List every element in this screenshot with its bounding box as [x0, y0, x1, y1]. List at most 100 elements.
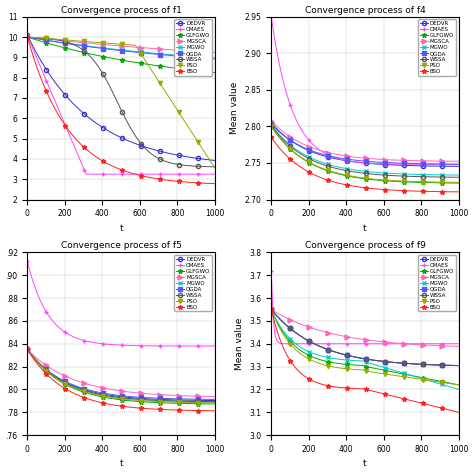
DEDVR — [365, 356, 371, 362]
GLFGWO — [25, 346, 30, 352]
DEDVR — [212, 158, 218, 164]
PSO — [365, 175, 371, 181]
DEDVR — [268, 120, 274, 126]
QGDA — [441, 362, 447, 368]
MGSCA — [202, 393, 208, 399]
QGDA — [197, 396, 202, 402]
MGWO — [137, 397, 142, 402]
GLFGWO — [61, 45, 66, 50]
DEDVR — [197, 156, 202, 162]
MGWO — [197, 399, 202, 404]
QGDA — [61, 40, 66, 46]
PSO — [61, 380, 66, 385]
CMAES — [68, 333, 74, 338]
GLFGWO — [212, 70, 218, 75]
WSSA — [121, 113, 127, 118]
MGWO — [268, 122, 274, 128]
BSO — [121, 404, 127, 410]
GLFGWO — [61, 381, 66, 386]
X-axis label: t: t — [363, 459, 367, 468]
MGWO — [121, 47, 127, 53]
QGDA — [441, 161, 447, 167]
Line: QGDA: QGDA — [269, 122, 461, 166]
DEDVR — [380, 162, 386, 167]
MGSCA — [212, 394, 218, 400]
GLFGWO — [25, 34, 30, 40]
CMAES — [380, 161, 386, 166]
PSO — [380, 177, 386, 182]
MGSCA — [380, 339, 386, 345]
MGWO — [25, 34, 30, 40]
WSSA — [268, 123, 274, 128]
DEDVR — [197, 398, 202, 403]
GLFGWO — [312, 163, 318, 168]
CMAES — [448, 341, 454, 346]
CMAES — [138, 171, 144, 177]
QGDA — [68, 381, 74, 387]
MGWO — [441, 382, 447, 388]
CMAES — [61, 118, 66, 124]
CMAES — [25, 33, 30, 39]
Line: PSO: PSO — [269, 124, 461, 184]
BSO — [304, 375, 310, 381]
GLFGWO — [268, 124, 274, 129]
Line: GLFGWO: GLFGWO — [25, 35, 217, 75]
DEDVR — [212, 398, 218, 403]
Title: Convergence process of f5: Convergence process of f5 — [61, 241, 182, 250]
MGWO — [68, 41, 74, 46]
MGWO — [441, 172, 447, 178]
CMAES — [297, 341, 302, 346]
PSO — [380, 371, 386, 376]
DEDVR — [68, 99, 74, 104]
BSO — [197, 180, 202, 186]
WSSA — [365, 356, 371, 362]
MGWO — [380, 364, 386, 370]
WSSA — [365, 171, 371, 176]
GLFGWO — [304, 159, 310, 164]
Y-axis label: Mean value: Mean value — [230, 82, 239, 134]
PSO — [312, 162, 318, 168]
BSO — [312, 379, 318, 384]
MGWO — [212, 55, 218, 61]
GLFGWO — [456, 180, 462, 186]
Line: PSO: PSO — [25, 35, 217, 170]
QGDA — [137, 394, 142, 400]
GLFGWO — [121, 58, 127, 64]
PSO — [447, 179, 452, 185]
CMAES — [212, 171, 218, 177]
QGDA — [380, 160, 386, 165]
DEDVR — [268, 307, 274, 312]
MGSCA — [456, 158, 462, 164]
Line: MGWO: MGWO — [25, 35, 217, 61]
WSSA — [380, 172, 386, 178]
MGSCA — [268, 307, 274, 312]
DEDVR — [137, 395, 142, 401]
QGDA — [202, 396, 208, 402]
Line: WSSA: WSSA — [25, 36, 217, 169]
QGDA — [312, 149, 318, 155]
CMAES — [212, 343, 218, 349]
BSO — [121, 168, 127, 173]
MGSCA — [197, 393, 202, 399]
MGSCA — [197, 49, 202, 55]
WSSA — [456, 174, 462, 180]
QGDA — [121, 393, 127, 399]
Line: GLFGWO: GLFGWO — [269, 307, 461, 387]
BSO — [456, 410, 462, 415]
GLFGWO — [68, 384, 74, 390]
DEDVR — [202, 398, 208, 403]
CMAES — [268, 14, 274, 19]
BSO — [365, 185, 371, 191]
MGSCA — [304, 143, 310, 149]
MGSCA — [380, 156, 386, 162]
CMAES — [306, 341, 312, 346]
GLFGWO — [137, 60, 142, 66]
WSSA — [68, 383, 74, 388]
PSO — [304, 158, 310, 164]
MGWO — [61, 379, 66, 385]
CMAES — [202, 343, 208, 349]
DEDVR — [202, 156, 208, 162]
GLFGWO — [137, 399, 142, 404]
WSSA — [61, 379, 66, 385]
MGSCA — [441, 158, 447, 164]
